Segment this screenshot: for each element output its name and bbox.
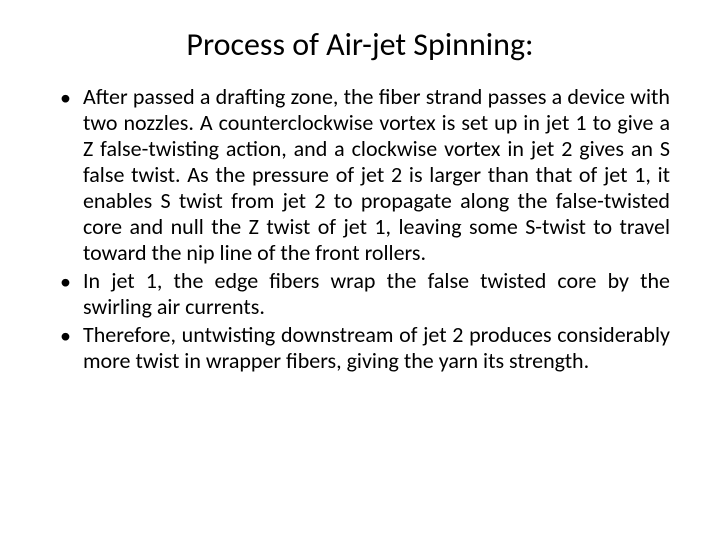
- bullet-item: • After passed a drafting zone, the fibe…: [60, 84, 670, 266]
- bullet-marker: •: [60, 268, 71, 297]
- bullet-marker: •: [60, 322, 71, 351]
- bullet-item: • In jet 1, the edge fibers wrap the fal…: [60, 268, 670, 320]
- bullet-text: After passed a drafting zone, the fiber …: [83, 84, 670, 266]
- bullet-item: • Therefore, untwisting downstream of je…: [60, 322, 670, 374]
- bullet-text: In jet 1, the edge fibers wrap the false…: [83, 268, 670, 320]
- slide-title: Process of Air-jet Spinning:: [50, 25, 670, 64]
- bullet-text: Therefore, untwisting downstream of jet …: [83, 322, 670, 374]
- bullet-marker: •: [60, 84, 71, 113]
- slide-content: • After passed a drafting zone, the fibe…: [50, 84, 670, 373]
